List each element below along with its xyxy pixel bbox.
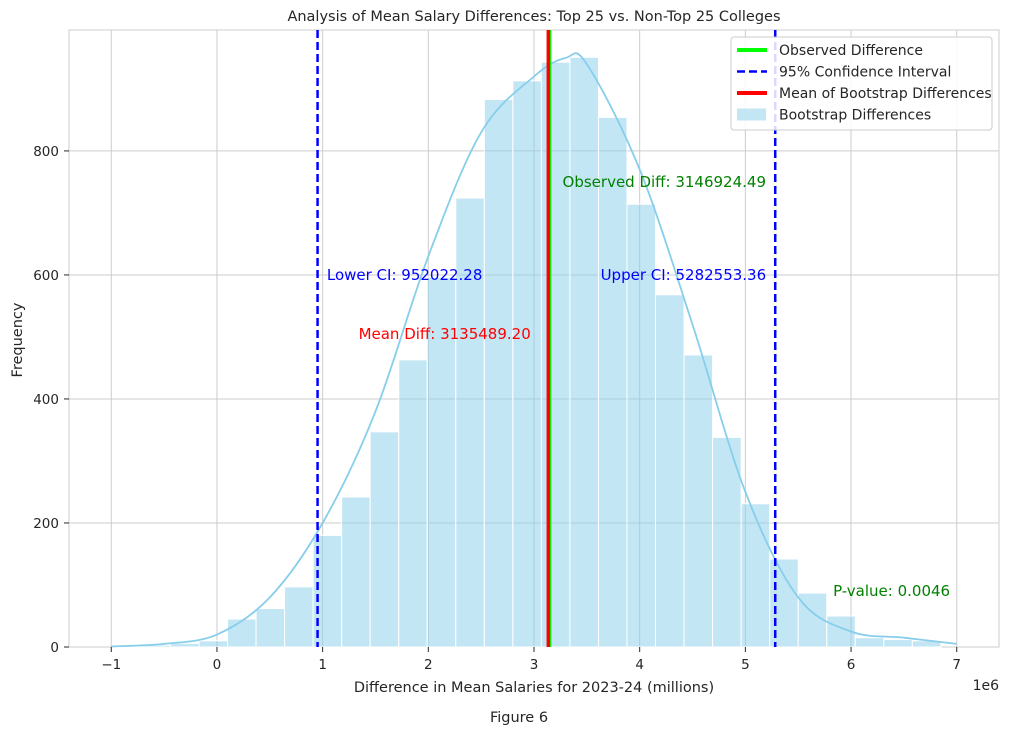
legend-label: Observed Difference <box>779 43 923 59</box>
legend: Observed Difference 95% Confidence Interv… <box>730 36 993 131</box>
histogram-bar <box>854 637 885 648</box>
x-tick-label: 5 <box>741 657 750 673</box>
annotation-text: Upper CI: 5282553.36 <box>601 266 767 284</box>
x-tick-label: −1 <box>101 657 121 673</box>
histogram-bar <box>740 503 771 648</box>
annotation-text: Lower CI: 952022.28 <box>327 266 483 284</box>
legend-label: 95% Confidence Interval <box>779 65 951 81</box>
x-tick-label: 4 <box>635 657 644 673</box>
histogram-bar <box>597 116 628 648</box>
histogram-bar <box>569 56 599 648</box>
histogram-bar <box>712 436 742 648</box>
histogram-bar <box>426 276 457 648</box>
legend-box <box>730 36 993 131</box>
histogram-bar <box>769 558 799 648</box>
annotation-text: Mean Diff: 3135489.20 <box>359 325 531 343</box>
histogram-bar <box>683 354 714 648</box>
x-tick-label: 1 <box>318 657 327 673</box>
histogram-bar <box>655 294 685 648</box>
histogram-bar <box>341 496 371 648</box>
histogram-bar <box>540 61 571 648</box>
histogram-bar <box>455 197 485 648</box>
histogram-bar <box>369 431 400 648</box>
x-tick-label: 6 <box>847 657 856 673</box>
y-tick-label: 400 <box>33 392 59 408</box>
chart-title: Analysis of Mean Salary Differences: Top… <box>287 9 780 25</box>
histogram-bar <box>227 618 257 648</box>
histogram-bar <box>169 642 200 648</box>
x-tick-label: 2 <box>424 657 433 673</box>
histogram-bar <box>512 80 542 648</box>
figure-caption: Figure 6 <box>490 710 548 726</box>
x-axis-label: Difference in Mean Salaries for 2023-24 … <box>354 680 714 696</box>
x-tick-label: 0 <box>213 657 222 673</box>
legend-patch <box>737 108 766 121</box>
x-tick-label: 7 <box>952 657 961 673</box>
histogram-bar <box>198 640 229 648</box>
y-axis-label: Frequency <box>10 302 26 377</box>
annotation-text: Observed Diff: 3146924.49 <box>563 173 766 191</box>
y-tick-label: 200 <box>33 516 59 532</box>
y-tick-label: 0 <box>50 640 59 656</box>
histogram-bar <box>883 639 913 648</box>
y-tick-label: 800 <box>33 144 59 160</box>
histogram-bar <box>284 586 314 648</box>
histogram-bar <box>255 608 286 648</box>
legend-label: Mean of Bootstrap Differences <box>779 86 992 102</box>
histogram-bar <box>483 98 514 648</box>
x-axis-offset-label: 1e6 <box>973 678 1000 694</box>
annotation-text: P-value: 0.0046 <box>833 582 950 600</box>
y-tick-label: 600 <box>33 268 59 284</box>
legend-label: Bootstrap Differences <box>779 108 931 124</box>
kde-curve <box>111 52 957 648</box>
x-tick-label: 3 <box>530 657 539 673</box>
histogram-bar <box>398 359 428 648</box>
histogram-bar <box>626 203 657 648</box>
